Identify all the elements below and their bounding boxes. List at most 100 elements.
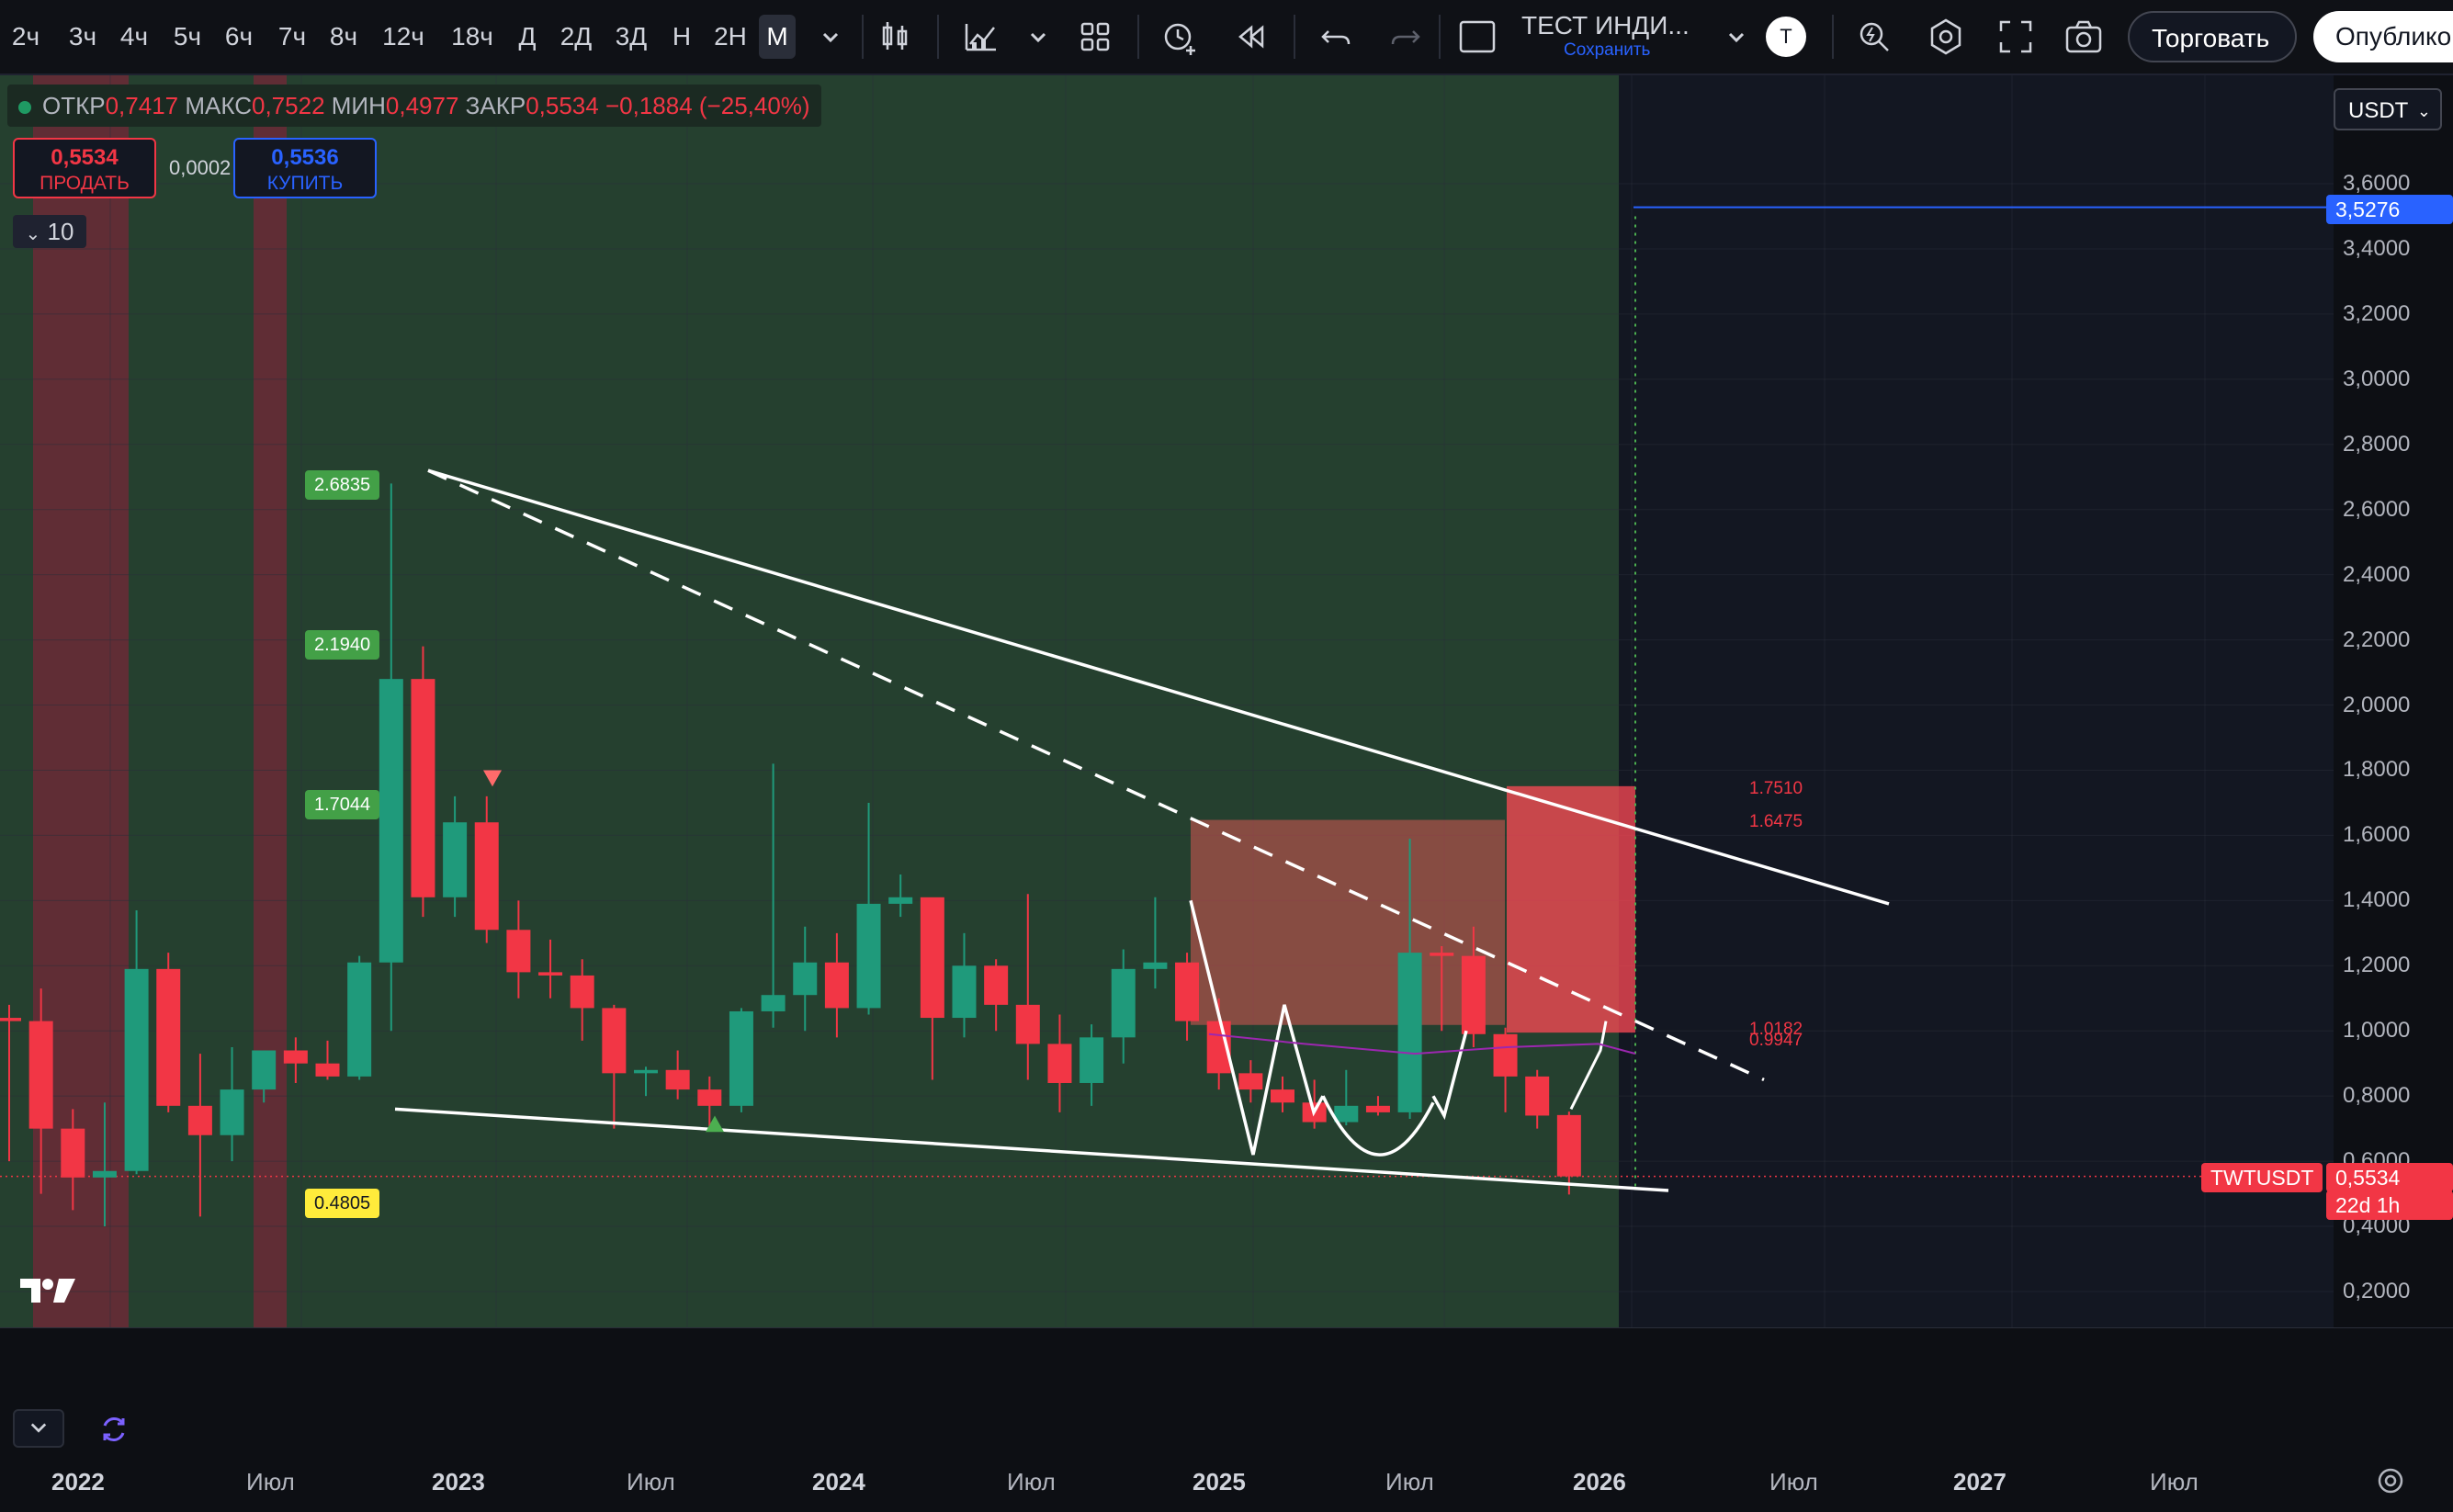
collapse-panel-button[interactable]: [13, 1409, 64, 1448]
fullscreen-icon[interactable]: [1995, 17, 2036, 57]
level-label: 1.7044: [305, 790, 380, 819]
zone-label: 0.9947: [1749, 1031, 1803, 1050]
toolbar-separator: [937, 15, 939, 59]
price-label: 1,8000: [2343, 757, 2411, 783]
timeframe-10[interactable]: 2Д: [560, 22, 593, 51]
supply-zone: [1507, 785, 1635, 1033]
price-chart[interactable]: [0, 75, 2453, 1328]
quantity-selector[interactable]: ⌄ 10: [13, 215, 86, 248]
quick-search-icon[interactable]: [1854, 17, 1894, 57]
time-label: 2023: [432, 1468, 485, 1495]
pattern-line: [1189, 899, 1325, 1156]
indicators-dropdown-icon[interactable]: [1018, 17, 1058, 57]
time-label: 2022: [51, 1468, 105, 1495]
candle-body: [156, 968, 181, 1106]
timeframe-dropdown-icon[interactable]: [810, 17, 851, 57]
zone-label: 1.6475: [1749, 812, 1803, 831]
indicators-icon[interactable]: [961, 17, 1001, 57]
timeframe-0[interactable]: 2ч: [11, 22, 40, 51]
price-label: 3,6000: [2343, 171, 2411, 196]
layout-name[interactable]: ТЕСТ ИНДИ...: [1521, 11, 1690, 39]
timeframe-4[interactable]: 6ч: [224, 22, 254, 51]
timeframe-1[interactable]: 3ч: [68, 22, 97, 51]
price-label: 1,2000: [2343, 953, 2411, 978]
timeframe-8[interactable]: 18ч: [451, 22, 493, 51]
timeframe-13[interactable]: 2Н: [714, 22, 747, 51]
timeframe-9[interactable]: Д: [518, 22, 537, 51]
timeframe-2[interactable]: 4ч: [119, 22, 149, 51]
time-label: Июл: [1385, 1468, 1434, 1495]
save-layout-link[interactable]: Сохранить: [1564, 40, 1651, 60]
candles-icon[interactable]: [875, 17, 915, 57]
timeframe-5[interactable]: 7ч: [277, 22, 307, 51]
time-label: Июл: [2150, 1468, 2199, 1495]
candle-body: [1334, 1105, 1359, 1123]
legend-close-value: 0,5534: [526, 92, 599, 119]
candle-body: [506, 930, 531, 973]
timeframe-11[interactable]: 3Д: [615, 22, 648, 51]
pattern-line: [1431, 1030, 1468, 1121]
upper-trendline: [427, 468, 1890, 906]
target-price-badge: 3,5276: [2326, 195, 2453, 224]
legend-low-label: МИН: [331, 92, 386, 119]
candle-body: [1271, 1089, 1294, 1103]
candle-body: [634, 1069, 658, 1074]
publish-button[interactable]: Опублико: [2313, 11, 2453, 62]
zone-label: 1.0182: [1749, 1020, 1803, 1039]
sync-icon[interactable]: [96, 1411, 132, 1448]
axis-settings-icon[interactable]: [2374, 1464, 2407, 1497]
templates-icon[interactable]: [1075, 17, 1115, 57]
candle-body: [28, 1021, 53, 1129]
trade-button[interactable]: Торговать: [2128, 11, 2297, 62]
timeframe-3[interactable]: 5ч: [173, 22, 202, 51]
lower-trendline: [394, 1107, 1669, 1192]
time-label: 2026: [1573, 1468, 1626, 1495]
candle-body: [888, 897, 913, 904]
replay-icon[interactable]: [1231, 17, 1272, 57]
camera-icon[interactable]: [2063, 17, 2104, 57]
timeframe-14[interactable]: М: [759, 15, 796, 59]
moving-average-line: [1208, 1032, 1636, 1055]
undo-icon[interactable]: [1316, 17, 1356, 57]
price-label: 3,0000: [2343, 366, 2411, 391]
time-label: 2027: [1953, 1468, 2006, 1495]
sell-price: 0,5534: [51, 145, 119, 170]
candle-body: [538, 972, 563, 976]
candle-body: [61, 1128, 85, 1178]
currency-selector[interactable]: USDT ⌄: [2334, 88, 2442, 130]
legend-low-value: 0,4977: [385, 92, 459, 119]
level-label: 2.6835: [305, 470, 380, 500]
sell-button[interactable]: 0,5534 ПРОДАТЬ: [13, 138, 156, 198]
timeframe-6[interactable]: 8ч: [329, 22, 358, 51]
status-dot-icon: [18, 101, 31, 115]
tradingview-logo[interactable]: [18, 1273, 77, 1306]
avatar[interactable]: T: [1766, 17, 1806, 57]
timeframe-7[interactable]: 12ч: [382, 22, 424, 51]
candle-body: [124, 968, 149, 1171]
buy-price: 0,5536: [271, 145, 339, 170]
candle-body: [1397, 953, 1422, 1112]
price-label: 0,2000: [2343, 1279, 2411, 1303]
candle-body: [697, 1089, 722, 1106]
chevron-down-icon: ⌄: [2416, 102, 2431, 120]
toolbar-separator: [1294, 15, 1295, 59]
timeframe-12[interactable]: Н: [672, 22, 692, 51]
price-label: 0,8000: [2343, 1083, 2411, 1109]
zone-label: 1.7510: [1749, 779, 1803, 798]
settings-icon[interactable]: [1926, 17, 1966, 57]
candle-body: [824, 962, 849, 1009]
redo-icon[interactable]: [1385, 17, 1426, 57]
buy-button[interactable]: 0,5536 КУПИТЬ: [233, 138, 377, 198]
chart-pane[interactable]: [0, 75, 2453, 1328]
candle-body: [1111, 968, 1136, 1038]
last-price-badge: 0,5534: [2326, 1163, 2453, 1192]
supply-zone: [1191, 819, 1505, 1025]
price-label: 2,0000: [2343, 692, 2411, 717]
countdown-badge: 22d 1h: [2326, 1190, 2453, 1220]
candle-body: [761, 995, 786, 1011]
alert-icon[interactable]: [1159, 17, 1200, 57]
candle-body: [347, 962, 372, 1077]
layout-dropdown-icon[interactable]: [1716, 17, 1757, 57]
layout-square-icon[interactable]: [1457, 17, 1498, 57]
candle-body: [1175, 962, 1200, 1021]
